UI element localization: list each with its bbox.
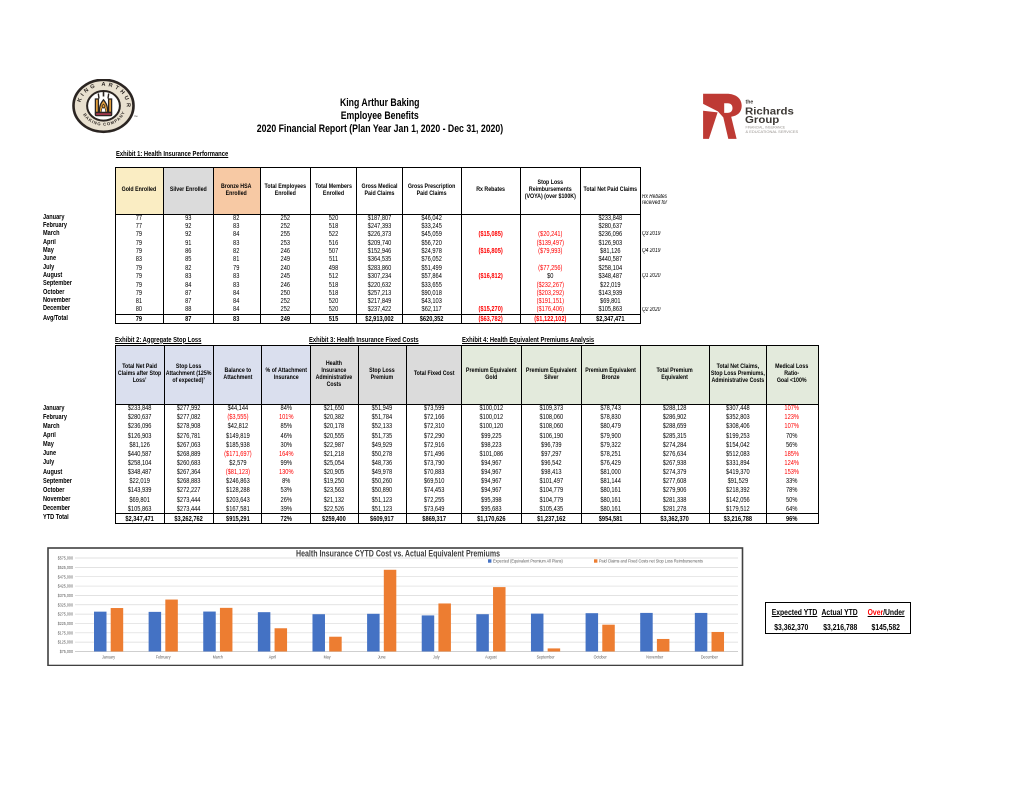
svg-text:November: November bbox=[646, 654, 663, 659]
svg-text:February: February bbox=[156, 654, 171, 659]
svg-text:$425,000: $425,000 bbox=[58, 583, 74, 588]
svg-text:$525,000: $525,000 bbox=[58, 565, 74, 570]
svg-text:July: July bbox=[433, 654, 440, 659]
svg-text:May: May bbox=[324, 654, 332, 659]
svg-text:March: March bbox=[213, 654, 224, 659]
svg-text:$575,000: $575,000 bbox=[58, 555, 74, 560]
svg-text:August: August bbox=[485, 654, 497, 659]
svg-text:December: December bbox=[701, 654, 718, 659]
svg-text:Richards: Richards bbox=[745, 106, 794, 117]
svg-text:$325,000: $325,000 bbox=[58, 602, 74, 607]
svg-text:January: January bbox=[102, 654, 116, 659]
svg-text:$125,000: $125,000 bbox=[58, 639, 74, 644]
svg-text:Paid Claims and Fixed Costs ne: Paid Claims and Fixed Costs net Stop Los… bbox=[599, 558, 703, 564]
svg-text:Group: Group bbox=[745, 115, 779, 126]
svg-text:™: ™ bbox=[134, 115, 138, 119]
svg-text:$375,000: $375,000 bbox=[58, 593, 74, 598]
svg-text:Health Insurance CYTD Cost vs.: Health Insurance CYTD Cost vs. Actual Eq… bbox=[296, 548, 500, 558]
svg-text:$175,000: $175,000 bbox=[58, 630, 74, 635]
svg-text:the: the bbox=[746, 100, 754, 106]
svg-text:$225,000: $225,000 bbox=[58, 621, 74, 626]
svg-text:FINANCIAL, INSURANCE: FINANCIAL, INSURANCE bbox=[746, 126, 786, 130]
svg-text:& EDUCATIONAL SERVICES: & EDUCATIONAL SERVICES bbox=[746, 130, 800, 134]
svg-text:September: September bbox=[537, 654, 555, 659]
svg-text:Expected (Equivalent Premium A: Expected (Equivalent Premium All Plans) bbox=[493, 558, 563, 564]
svg-text:$475,000: $475,000 bbox=[58, 574, 74, 579]
svg-text:$75,000: $75,000 bbox=[60, 649, 74, 654]
svg-text:October: October bbox=[594, 654, 607, 659]
svg-text:April: April bbox=[269, 654, 276, 659]
svg-text:$275,000: $275,000 bbox=[58, 611, 74, 616]
svg-text:June: June bbox=[378, 654, 386, 659]
